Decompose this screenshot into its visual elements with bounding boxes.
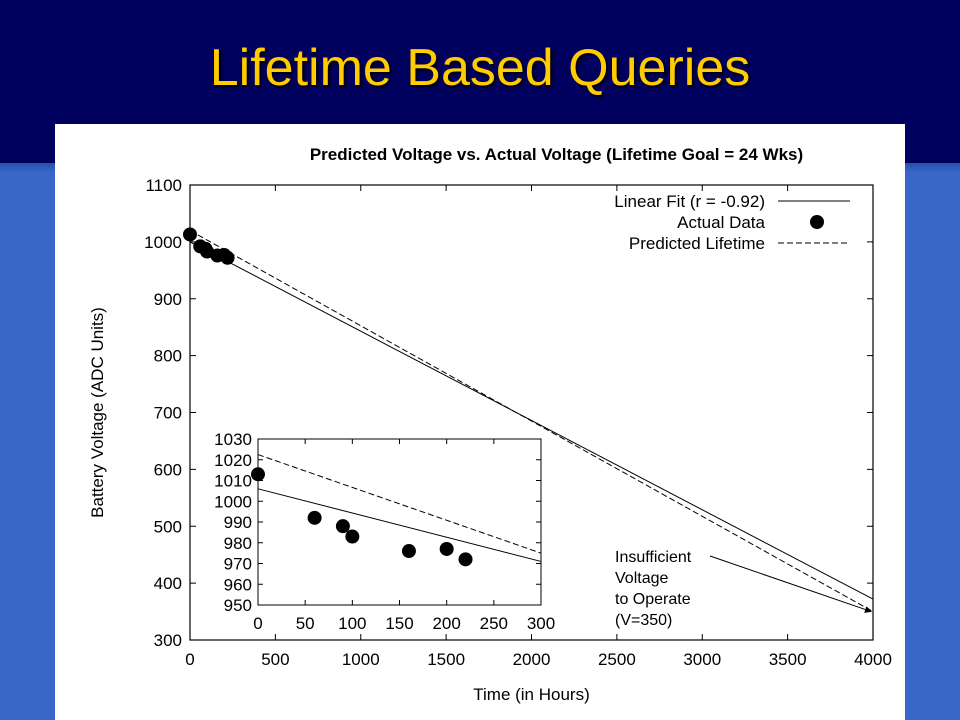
predicted-lifetime-line [189, 230, 874, 612]
inset-y-tick-label: 970 [224, 555, 252, 574]
chart-title: Predicted Voltage vs. Actual Voltage (Li… [310, 145, 803, 164]
inset-frame [257, 438, 542, 606]
y-tick-label: 1100 [145, 176, 182, 195]
annotation-arrow [709, 555, 872, 613]
y-tick-label: 600 [154, 460, 182, 479]
inset-x-tick-label: 300 [527, 614, 555, 633]
y-tick-label: 1000 [144, 233, 182, 252]
inset-x-tick-label: 0 [253, 614, 262, 633]
inset-y-tick-label: 1020 [214, 451, 252, 470]
x-tick-label: 0 [185, 650, 194, 669]
y-tick-label: 300 [154, 631, 182, 650]
legend-label: Predicted Lifetime [629, 234, 765, 253]
annotation-text: (V=350) [615, 612, 672, 629]
chart-panel: 950 960 970 980 990 1000 1010 1020 1030 0 50 100 150… [55, 124, 905, 720]
inset-x-tick-label: 100 [338, 614, 366, 633]
x-tick-label: 4000 [854, 650, 892, 669]
x-tick-label: 3000 [683, 650, 721, 669]
x-axis-label: Time (in Hours) [473, 685, 590, 704]
inset-data-point [439, 541, 454, 556]
inset-data-point [458, 552, 473, 567]
inset-x-tick-label: 200 [432, 614, 460, 633]
y-tick-label: 700 [154, 404, 182, 423]
inset-y-tick-label: 1030 [214, 430, 252, 449]
data-point [220, 250, 235, 265]
inset-y-tick-label: 1000 [214, 492, 252, 511]
x-tick-label: 500 [261, 650, 289, 669]
inset-x-tick-label: 250 [480, 614, 508, 633]
inset-linear-fit-line [257, 488, 542, 562]
inset-data-point [251, 467, 265, 482]
x-tick-label: 2500 [598, 650, 636, 669]
inset-data-point [307, 510, 322, 525]
inset-y-tick-label: 950 [224, 596, 252, 615]
y-tick-label: 900 [154, 290, 182, 309]
y-tick-label: 500 [154, 517, 182, 536]
inset-y-tick-label: 960 [224, 575, 252, 594]
x-tick-label: 1000 [342, 650, 380, 669]
inset-y-tick-label: 980 [224, 534, 252, 553]
legend-label: Linear Fit (r = -0.92) [614, 192, 765, 211]
inset-data-point [335, 519, 350, 534]
legend-label: Actual Data [677, 213, 765, 232]
annotation-text: Voltage [615, 570, 668, 587]
y-tick-label: 800 [154, 347, 182, 366]
annotation-text: Insufficient [615, 549, 692, 566]
annotation-text: to Operate [615, 591, 691, 608]
inset-x-tick-label: 150 [385, 614, 413, 633]
x-tick-label: 2000 [513, 650, 551, 669]
slide-title: Lifetime Based Queries [209, 39, 751, 97]
x-tick-label: 3500 [769, 650, 807, 669]
y-tick-label: 400 [154, 574, 182, 593]
y-axis-label: Battery Voltage (ADC Units) [88, 307, 107, 518]
x-tick-label: 1500 [427, 650, 465, 669]
data-point [183, 227, 197, 242]
inset-y-tick-label: 990 [224, 513, 252, 532]
inset-data-point [401, 544, 416, 559]
inset-x-tick-label: 50 [296, 614, 315, 633]
inset-predicted-line [257, 454, 542, 554]
inset-data-point [345, 529, 360, 544]
inset-y-tick-label: 1010 [214, 472, 252, 491]
legend-marker [810, 215, 824, 229]
